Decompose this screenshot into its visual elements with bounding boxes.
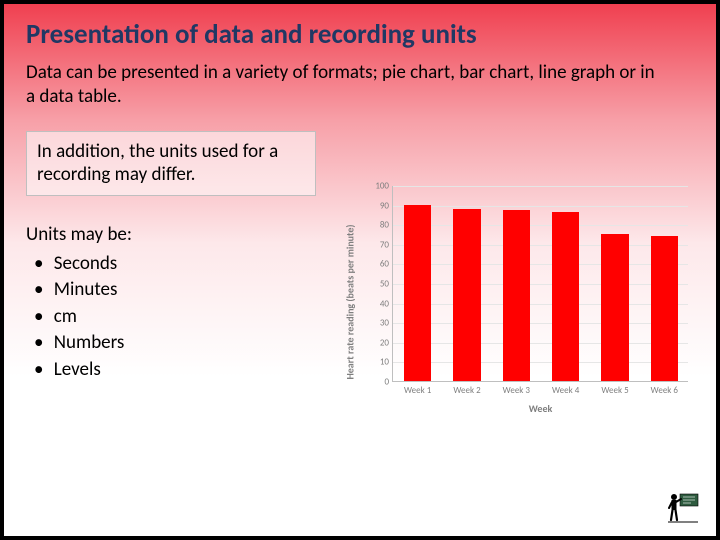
chart-ytick-label: 0: [384, 377, 393, 388]
chart-bar: [651, 236, 678, 381]
chart-ytick-label: 10: [380, 357, 393, 368]
chart-bar: [503, 210, 530, 381]
chart-gridline: [393, 206, 688, 207]
chart-y-axis-label: Heart rate reading (beats per minute): [344, 224, 357, 379]
units-item: Numbers: [26, 330, 316, 357]
chart-gridline: [393, 304, 688, 305]
chart-gridline: [393, 225, 688, 226]
chart-xtick-label: Week 1: [404, 381, 431, 396]
chart-xtick-label: Week 2: [453, 381, 480, 396]
chart-xtick-label: Week 3: [503, 381, 530, 396]
chart-ytick-label: 60: [380, 259, 393, 270]
chart-bar: [552, 212, 579, 381]
units-block: Units may be: Seconds Minutes cm Numbers…: [26, 222, 316, 384]
chart-gridline: [393, 264, 688, 265]
units-item: Seconds: [26, 251, 316, 278]
chart-gridline: [393, 343, 688, 344]
units-list: Seconds Minutes cm Numbers Levels: [26, 251, 316, 384]
chart-bar: [601, 234, 628, 381]
chart-x-axis-label: Week: [529, 402, 553, 415]
chart-gridline: [393, 362, 688, 363]
callout-box: In addition, the units used for a record…: [26, 131, 316, 197]
units-item: Levels: [26, 357, 316, 384]
intro-text: Data can be presented in a variety of fo…: [26, 61, 666, 109]
chart-xtick-label: Week 4: [552, 381, 579, 396]
units-item: cm: [26, 304, 316, 331]
chart-ytick-label: 50: [380, 279, 393, 290]
chart-plot-area: Week 0102030405060708090100Week 1Week 2W…: [392, 186, 688, 382]
chart-xtick-label: Week 5: [601, 381, 628, 396]
chart-gridline: [393, 284, 688, 285]
chart-bar: [404, 205, 431, 381]
chart-gridline: [393, 323, 688, 324]
heart-rate-chart: Heart rate reading (beats per minute) We…: [356, 182, 696, 422]
chart-xtick-label: Week 6: [651, 381, 678, 396]
presenter-icon: [666, 490, 700, 524]
chart-ytick-label: 30: [380, 318, 393, 329]
chart-gridline: [393, 186, 688, 187]
chart-ytick-label: 90: [380, 200, 393, 211]
chart-ytick-label: 20: [380, 337, 393, 348]
units-lead: Units may be:: [26, 222, 316, 249]
slide: Presentation of data and recording units…: [0, 0, 720, 540]
units-item: Minutes: [26, 277, 316, 304]
chart-gridline: [393, 245, 688, 246]
chart-ytick-label: 80: [380, 220, 393, 231]
page-title: Presentation of data and recording units: [26, 18, 694, 51]
chart-ytick-label: 70: [380, 239, 393, 250]
chart-ytick-label: 100: [375, 181, 393, 192]
chart-bar: [453, 209, 480, 381]
chart-ytick-label: 40: [380, 298, 393, 309]
